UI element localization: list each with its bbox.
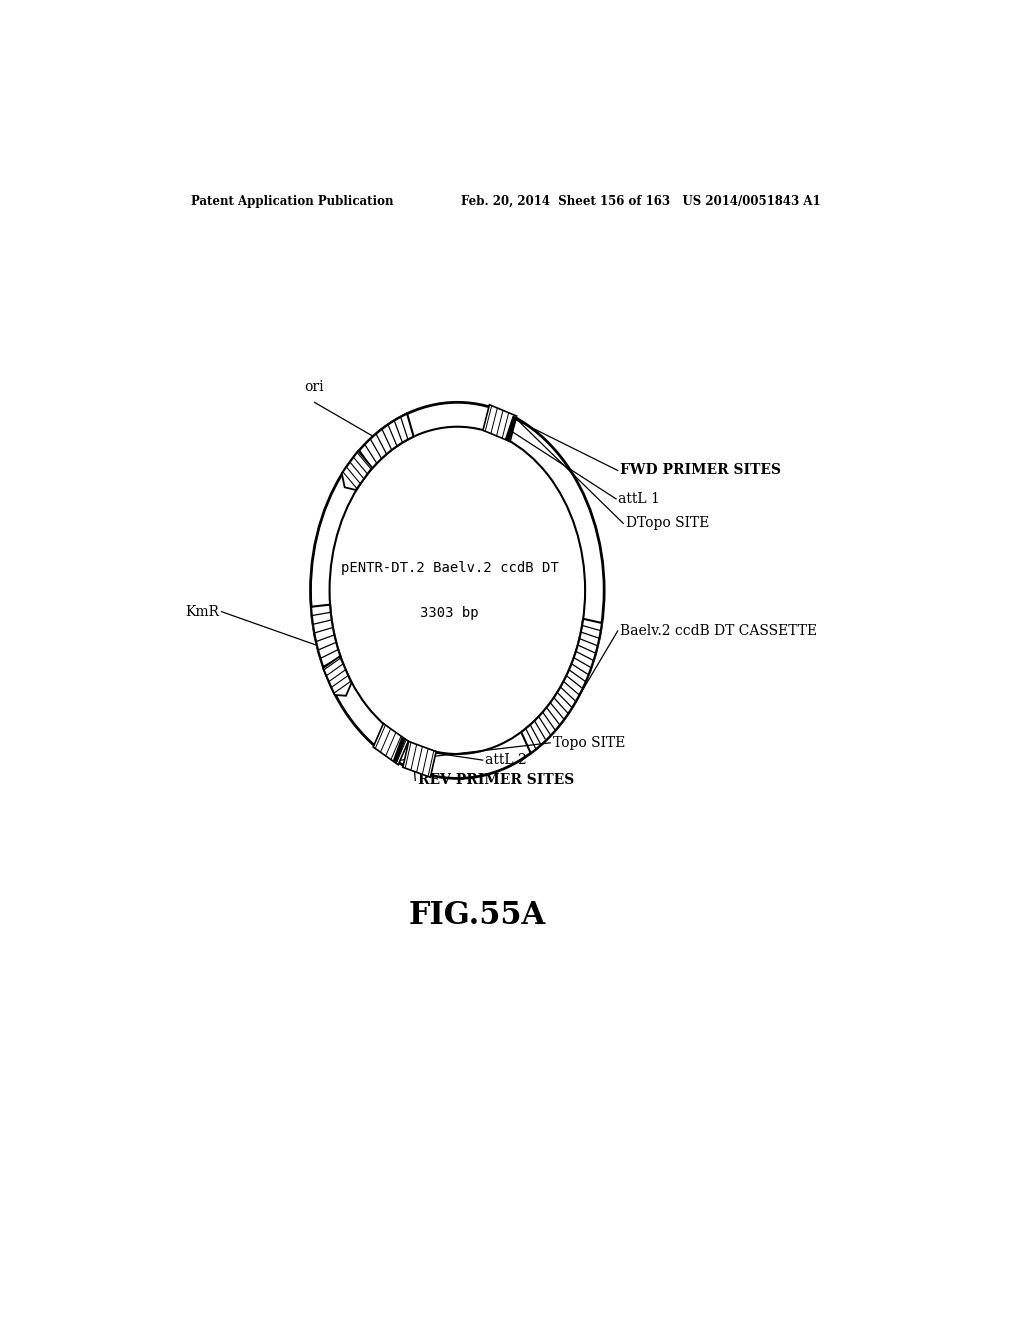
Text: Patent Application Publication: Patent Application Publication — [191, 194, 394, 207]
Text: FIG.55A: FIG.55A — [409, 900, 546, 931]
Polygon shape — [483, 405, 516, 442]
Polygon shape — [342, 451, 372, 490]
Polygon shape — [402, 742, 436, 777]
Text: attL 1: attL 1 — [618, 492, 660, 506]
Text: Topo SITE: Topo SITE — [553, 735, 625, 750]
Text: attL 2: attL 2 — [485, 754, 527, 767]
Text: 3303 bp: 3303 bp — [420, 606, 479, 619]
Polygon shape — [311, 605, 349, 690]
Text: pENTR-DT.2 Baelv.2 ccdB DT: pENTR-DT.2 Baelv.2 ccdB DT — [341, 561, 558, 576]
Polygon shape — [345, 413, 414, 486]
Polygon shape — [521, 619, 602, 754]
Text: KmR: KmR — [185, 605, 219, 619]
Polygon shape — [324, 656, 351, 696]
Text: REV PRIMER SITES: REV PRIMER SITES — [418, 774, 573, 788]
Text: DTopo SITE: DTopo SITE — [626, 516, 709, 531]
Text: ori: ori — [305, 380, 325, 395]
Polygon shape — [373, 723, 409, 764]
Text: Feb. 20, 2014  Sheet 156 of 163   US 2014/0051843 A1: Feb. 20, 2014 Sheet 156 of 163 US 2014/0… — [461, 194, 821, 207]
Text: FWD PRIMER SITES: FWD PRIMER SITES — [620, 463, 781, 478]
Text: Baelv.2 ccdB DT CASSETTE: Baelv.2 ccdB DT CASSETTE — [620, 624, 817, 638]
